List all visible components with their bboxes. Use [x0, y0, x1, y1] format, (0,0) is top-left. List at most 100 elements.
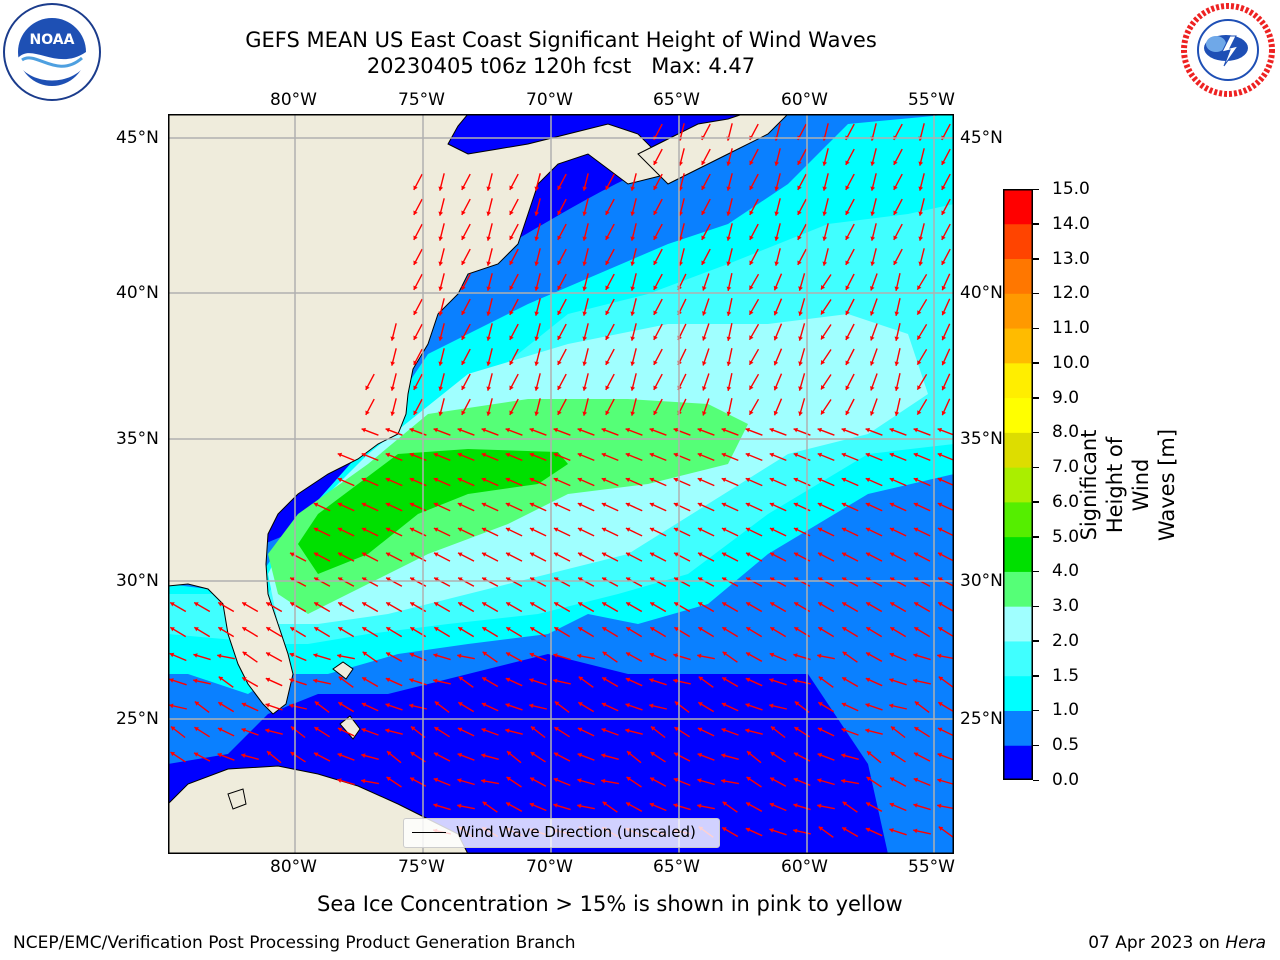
wave-direction-arrowhead — [894, 311, 900, 316]
wave-direction-arrowhead — [697, 727, 703, 732]
wave-direction-arrowhead — [362, 651, 368, 656]
wave-direction-arrowhead — [698, 627, 703, 632]
colorbar-segment — [1003, 223, 1033, 260]
lon-label-top-80w: 80°W — [270, 90, 317, 110]
colorbar-tick-label: 5.0 — [1052, 526, 1080, 547]
wave-direction-arrowhead — [410, 777, 415, 782]
wave-direction-arrowhead — [413, 335, 418, 340]
wave-direction-arrowhead — [794, 552, 799, 557]
wave-direction-arrowhead — [913, 527, 919, 532]
wave-direction-arrowhead — [842, 677, 847, 682]
wave-direction-arrowhead — [870, 161, 876, 166]
wave-direction-arrowhead — [314, 727, 319, 732]
wave-direction-arrowhead — [509, 210, 514, 215]
wave-direction-arrowhead — [434, 701, 440, 706]
land-bahamas-3 — [227, 788, 247, 810]
footer-host: Hera — [1225, 933, 1266, 953]
wave-direction-arrowhead — [941, 285, 947, 291]
wave-direction-arrowhead — [534, 361, 540, 366]
wave-direction-arrowhead — [409, 652, 415, 658]
wave-direction-arrowhead — [554, 627, 559, 632]
wave-direction-arrowhead — [726, 286, 732, 291]
wave-direction-arrowhead — [650, 726, 656, 731]
wave-direction-arrowhead — [626, 552, 631, 557]
wave-direction-arrowhead — [605, 410, 610, 415]
wave-direction-arrowhead — [553, 452, 559, 458]
wave-direction-arrowhead — [434, 602, 439, 607]
wave-direction-arrowhead — [893, 185, 898, 190]
colorbar-tick-mark — [1033, 431, 1039, 434]
wave-direction-arrowhead — [917, 310, 922, 315]
land-bahamas — [332, 661, 354, 680]
lon-label-bottom-80w: 80°W — [270, 857, 317, 877]
wave-direction-arrowhead — [438, 386, 444, 391]
wave-direction-arrowhead — [557, 285, 562, 290]
wave-direction-arrowhead — [509, 385, 514, 390]
wave-direction-arrowhead — [529, 527, 535, 532]
wave-direction-arrowhead — [461, 235, 466, 240]
wave-direction-arrowhead — [894, 361, 900, 366]
wave-direction-arrowhead — [582, 361, 588, 366]
wave-direction-arrowhead — [749, 310, 754, 315]
wave-direction-arrowhead — [582, 336, 588, 341]
wave-direction-arrowhead — [650, 602, 655, 607]
wave-direction-arrowhead — [457, 653, 462, 659]
wave-direction-arrowhead — [889, 652, 895, 658]
colorbar-tick-label: 11.0 — [1052, 318, 1090, 339]
wave-direction-arrowhead — [890, 577, 895, 582]
wave-direction-arrowhead — [486, 411, 492, 416]
wave-direction-arrowhead — [509, 410, 514, 415]
wave-direction-arrowhead — [218, 702, 223, 707]
wave-direction-arrowhead — [774, 161, 780, 166]
wave-direction-arrowhead — [649, 452, 655, 458]
colorbar-tick-label: 6.0 — [1052, 491, 1080, 512]
wave-direction-arrowhead — [625, 477, 631, 483]
wave-direction-arrowhead — [529, 703, 534, 709]
wave-direction-arrowhead — [241, 753, 246, 758]
wave-direction-arrowhead — [722, 552, 727, 557]
wave-direction-arrowhead — [865, 502, 871, 507]
wave-direction-arrowhead — [702, 311, 707, 316]
wave-direction-arrowhead — [385, 703, 390, 708]
wave-direction-arrowhead — [506, 577, 511, 582]
wave-direction-arrowhead — [458, 552, 463, 557]
wave-direction-arrowhead — [798, 361, 803, 366]
wave-direction-arrowhead — [265, 728, 270, 734]
wave-direction-arrowhead — [577, 527, 583, 532]
wave-direction-arrowhead — [602, 552, 607, 557]
wave-direction-arrowhead — [338, 552, 343, 557]
colorbar-segment — [1003, 293, 1033, 329]
colorbar-segment — [1003, 571, 1033, 607]
wave-direction-arrowhead — [390, 411, 396, 416]
wave-direction-arrowhead — [650, 752, 655, 757]
wave-direction-arrowhead — [745, 452, 751, 458]
wave-direction-arrowhead — [701, 235, 706, 240]
wave-direction-arrowhead — [457, 752, 462, 758]
wave-direction-arrowhead — [745, 527, 751, 532]
wave-direction-arrowhead — [314, 752, 319, 757]
wave-direction-arrowhead — [458, 577, 463, 582]
wave-direction-arrowhead — [313, 527, 319, 532]
wave-direction-arrowhead — [842, 627, 847, 632]
wave-direction-arrowhead — [433, 452, 439, 458]
wave-direction-arrowhead — [673, 678, 678, 684]
wave-direction-arrowhead — [337, 727, 343, 732]
colorbar-tick-label: 14.0 — [1052, 213, 1090, 234]
wave-direction-arrowhead — [410, 602, 415, 607]
wave-direction-arrowhead — [749, 285, 754, 290]
wave-direction-arrowhead — [674, 627, 679, 632]
wave-direction-arrowhead — [798, 311, 803, 316]
wave-direction-arrowhead — [917, 335, 922, 340]
wave-direction-arrowhead — [841, 427, 846, 433]
wave-direction-arrowhead — [866, 627, 871, 632]
wave-direction-arrowhead — [486, 236, 492, 241]
wave-direction-arrowhead — [553, 777, 559, 783]
lon-label-top-55w: 55°W — [908, 90, 955, 110]
wave-direction-arrowhead — [894, 336, 900, 341]
wave-direction-arrowhead — [821, 410, 826, 415]
colorbar-tick-mark — [1033, 536, 1039, 538]
footer-date-text: 07 Apr 2023 on — [1088, 933, 1226, 953]
wave-direction-arrowhead — [578, 602, 583, 607]
wave-direction-arrowhead — [626, 777, 631, 782]
wave-direction-arrowhead — [529, 802, 535, 808]
